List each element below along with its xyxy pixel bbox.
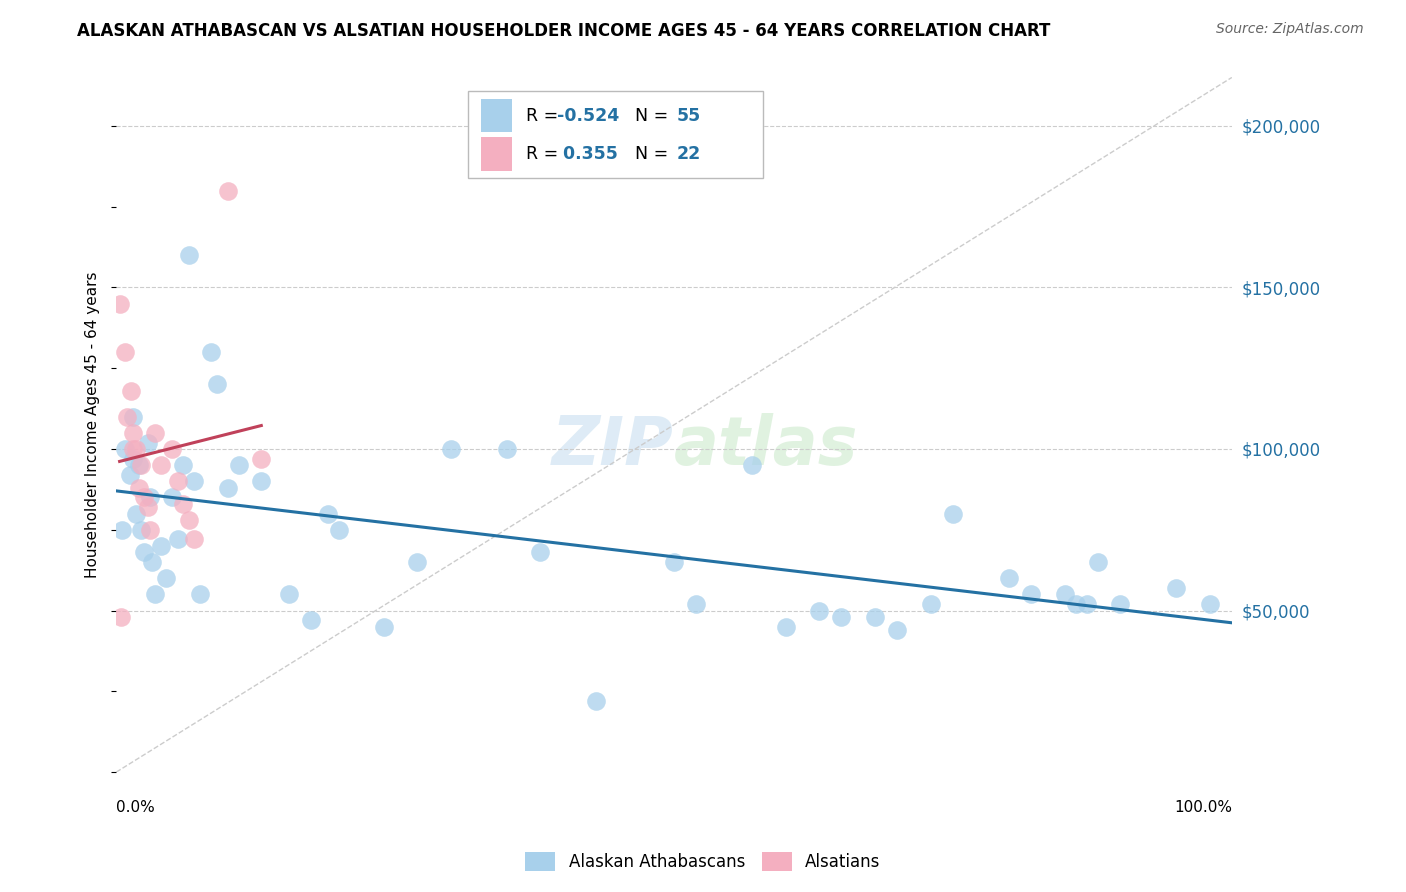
- Point: [128, 458, 150, 472]
- Point: [278, 587, 301, 601]
- Point: [217, 184, 239, 198]
- Point: [143, 587, 166, 601]
- Point: [177, 513, 200, 527]
- Text: 55: 55: [676, 107, 700, 125]
- Point: [217, 481, 239, 495]
- Y-axis label: Householder Income Ages 45 - 64 years: Householder Income Ages 45 - 64 years: [86, 271, 100, 578]
- Point: [440, 442, 463, 456]
- Point: [139, 491, 162, 505]
- Text: ZIP: ZIP: [553, 413, 673, 479]
- Text: R =: R =: [526, 145, 564, 163]
- Point: [125, 442, 148, 456]
- Point: [128, 481, 150, 495]
- Point: [205, 377, 228, 392]
- Point: [183, 475, 205, 489]
- Point: [1164, 581, 1187, 595]
- Point: [495, 442, 517, 456]
- Text: N =: N =: [624, 145, 673, 163]
- Point: [808, 603, 831, 617]
- Point: [117, 409, 139, 424]
- Point: [200, 345, 222, 359]
- Text: 100.0%: 100.0%: [1174, 800, 1232, 815]
- FancyBboxPatch shape: [481, 137, 512, 170]
- Point: [997, 571, 1019, 585]
- Point: [886, 623, 908, 637]
- Point: [160, 491, 183, 505]
- Text: N =: N =: [624, 107, 673, 125]
- Point: [250, 475, 273, 489]
- Point: [920, 597, 942, 611]
- Point: [942, 507, 965, 521]
- Point: [139, 523, 162, 537]
- Text: 0.0%: 0.0%: [117, 800, 155, 815]
- Point: [129, 523, 152, 537]
- Point: [122, 442, 145, 456]
- Point: [328, 523, 350, 537]
- Text: 22: 22: [676, 145, 700, 163]
- Point: [1076, 597, 1098, 611]
- Point: [114, 345, 136, 359]
- Point: [183, 533, 205, 547]
- Point: [529, 545, 551, 559]
- Text: 0.355: 0.355: [557, 145, 617, 163]
- Point: [830, 610, 852, 624]
- Point: [741, 458, 763, 472]
- Point: [134, 491, 156, 505]
- Point: [172, 458, 194, 472]
- Point: [166, 533, 188, 547]
- Point: [118, 467, 141, 482]
- Text: ALASKAN ATHABASCAN VS ALSATIAN HOUSEHOLDER INCOME AGES 45 - 64 YEARS CORRELATION: ALASKAN ATHABASCAN VS ALSATIAN HOUSEHOLD…: [77, 22, 1050, 40]
- Point: [110, 610, 132, 624]
- Text: Source: ZipAtlas.com: Source: ZipAtlas.com: [1216, 22, 1364, 37]
- Point: [160, 442, 183, 456]
- Legend: Alaskan Athabascans, Alsatians: Alaskan Athabascans, Alsatians: [517, 843, 889, 880]
- Point: [172, 497, 194, 511]
- Point: [122, 409, 145, 424]
- Point: [662, 555, 685, 569]
- Point: [1198, 597, 1220, 611]
- FancyBboxPatch shape: [468, 91, 763, 178]
- Point: [188, 587, 211, 601]
- Point: [316, 507, 339, 521]
- Point: [1087, 555, 1109, 569]
- Text: -0.524: -0.524: [557, 107, 619, 125]
- Point: [166, 475, 188, 489]
- Point: [143, 425, 166, 440]
- Point: [775, 620, 797, 634]
- Point: [149, 458, 172, 472]
- Point: [134, 545, 156, 559]
- FancyBboxPatch shape: [481, 99, 512, 132]
- Point: [863, 610, 886, 624]
- Point: [122, 451, 145, 466]
- Point: [373, 620, 395, 634]
- Point: [1053, 587, 1076, 601]
- Point: [141, 555, 163, 569]
- Point: [114, 442, 136, 456]
- Point: [149, 539, 172, 553]
- Text: atlas: atlas: [673, 413, 859, 479]
- Point: [301, 613, 323, 627]
- Point: [1109, 597, 1132, 611]
- Point: [111, 523, 134, 537]
- Point: [120, 384, 142, 398]
- Point: [250, 451, 273, 466]
- Point: [125, 507, 148, 521]
- Point: [685, 597, 707, 611]
- Point: [585, 694, 607, 708]
- Point: [406, 555, 429, 569]
- Point: [1019, 587, 1042, 601]
- Point: [122, 425, 145, 440]
- Point: [228, 458, 250, 472]
- Point: [155, 571, 177, 585]
- Point: [136, 435, 159, 450]
- Point: [136, 500, 159, 515]
- Point: [177, 248, 200, 262]
- Point: [108, 296, 131, 310]
- Text: R =: R =: [526, 107, 564, 125]
- Point: [129, 458, 152, 472]
- Point: [1064, 597, 1087, 611]
